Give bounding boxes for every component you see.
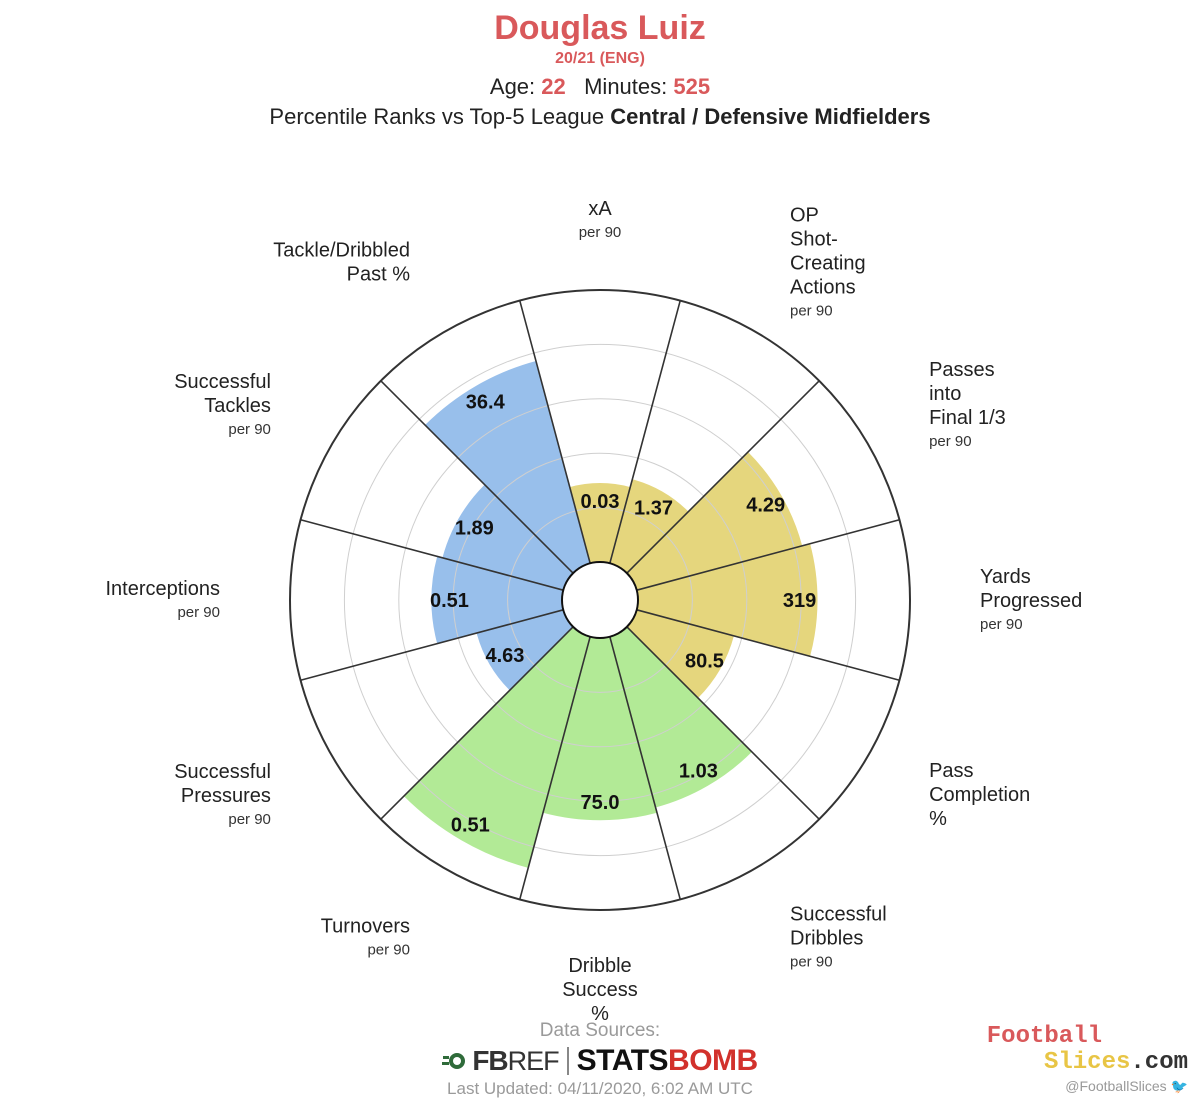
twitter-bird-icon: 🐦 (1170, 1078, 1188, 1094)
grid-ring-0 (507, 507, 693, 693)
value-label-8: 4.63 (485, 645, 524, 667)
fbref-fb: FB (472, 1045, 508, 1076)
value-label-7: 0.51 (451, 815, 490, 837)
divider-line-3 (636, 518, 900, 591)
data-sources-label: Data Sources: (539, 1020, 661, 1041)
divider-line-2 (626, 380, 820, 574)
last-updated: Last Updated: 04/11/2020, 6:02 AM UTC (447, 1079, 753, 1098)
radar-bar-6 (542, 636, 658, 821)
segment-label-11: Tackle/Dribbled Past % (273, 239, 410, 285)
brand-block: Football Slices.com @FootballSlices 🐦 (987, 1024, 1188, 1096)
source-logos: FB REF STATSBOMB (0, 1044, 1200, 1078)
fbref-ball-icon (442, 1053, 466, 1069)
comparison-prefix: Percentile Ranks vs Top-5 League (269, 104, 605, 129)
segment-label-1: OP Shot-Creating Actions per 90 (790, 204, 866, 319)
outer-ring (289, 289, 911, 911)
minutes-value: 525 (673, 74, 711, 99)
divider-line-1 (609, 300, 682, 564)
value-label-11: 36.4 (466, 391, 506, 413)
segment-label-8: Successful Pressures per 90 (174, 761, 271, 828)
value-label-10: 1.89 (455, 517, 494, 539)
radar-bar-8 (476, 609, 574, 691)
comparison-row: Percentile Ranks vs Top-5 League Central… (0, 102, 1200, 132)
brand-twitter: @FootballSlices 🐦 (987, 1076, 1188, 1096)
divider-line-11 (380, 380, 574, 574)
radar-bar-4 (626, 609, 734, 699)
value-label-6: 75.0 (581, 792, 620, 814)
footer: Data Sources: FB REF STATSBOMB Last Updat… (0, 1018, 1200, 1100)
radar-bar-9 (431, 556, 564, 644)
divider-line-0 (518, 300, 591, 564)
value-label-2: 4.29 (746, 494, 785, 516)
radar-bar-3 (636, 543, 818, 657)
grid-ring-1 (452, 452, 748, 748)
segment-label-2: Passes into Final 1/3 per 90 (929, 359, 1006, 450)
value-label-3: 319 (783, 590, 816, 612)
segment-label-7: Turnovers per 90 (321, 916, 410, 959)
age-value: 22 (541, 74, 566, 99)
radar-bar-2 (626, 451, 803, 591)
value-label-4: 80.5 (685, 650, 724, 672)
brand-slices: Slices (1043, 1049, 1131, 1076)
season-label: 20/21 (ENG) (555, 50, 645, 67)
radar-bar-1 (609, 479, 689, 574)
value-label-0: 0.03 (581, 491, 620, 513)
radar-bar-11 (425, 360, 591, 574)
chart-header: Douglas Luiz 20/21 (ENG) Age: 22 Minutes… (0, 0, 1200, 132)
segment-label-3: Yards Progressed per 90 (980, 566, 1082, 633)
divider-line-6 (609, 636, 682, 900)
divider-line-4 (636, 609, 900, 682)
age-label: Age: (489, 74, 536, 99)
minutes-label: Minutes: (584, 74, 668, 99)
segment-label-0: xA per 90 (579, 198, 622, 241)
center-hole (561, 561, 639, 639)
twitter-handle: @FootballSlices (1065, 1078, 1167, 1094)
segment-label-5: Successful Dribbles per 90 (790, 904, 887, 971)
grid-ring-2 (398, 398, 802, 802)
logo-divider (566, 1047, 569, 1075)
radar-bar-5 (609, 626, 752, 808)
age-minutes-row: Age: 22 Minutes: 525 (0, 72, 1200, 102)
player-name: Douglas Luiz (494, 9, 706, 47)
segment-label-6: Dribble Success% (562, 955, 638, 1025)
segment-label-4: Pass Completion% (929, 760, 1030, 830)
statsbomb-logo: STATSBOMB (576, 1044, 759, 1078)
divider-line-5 (626, 626, 820, 820)
value-label-9: 0.51 (430, 590, 469, 612)
divider-line-9 (300, 609, 564, 682)
statsbomb-stats: STATS (576, 1044, 669, 1077)
fbref-ref: REF (507, 1045, 560, 1076)
segment-label-9: Interceptions per 90 (105, 578, 220, 621)
segment-label-10: Successful Tackles per 90 (174, 371, 271, 438)
brand-dotcom: .com (1130, 1049, 1188, 1076)
divider-line-7 (518, 636, 591, 900)
grid-ring-3 (343, 343, 857, 857)
comparison-group: Central / Defensive Midfielders (610, 104, 931, 129)
brand-line2: Slices.com (987, 1050, 1188, 1076)
value-label-5: 1.03 (679, 760, 718, 782)
statsbomb-bomb: BOMB (668, 1044, 758, 1077)
divider-line-10 (300, 518, 564, 591)
radar-bar-10 (442, 484, 574, 591)
value-label-1: 1.37 (634, 497, 673, 519)
brand-line1: Football (986, 1023, 1102, 1050)
fbref-logo: FB REF (442, 1045, 560, 1077)
divider-line-8 (380, 626, 574, 820)
